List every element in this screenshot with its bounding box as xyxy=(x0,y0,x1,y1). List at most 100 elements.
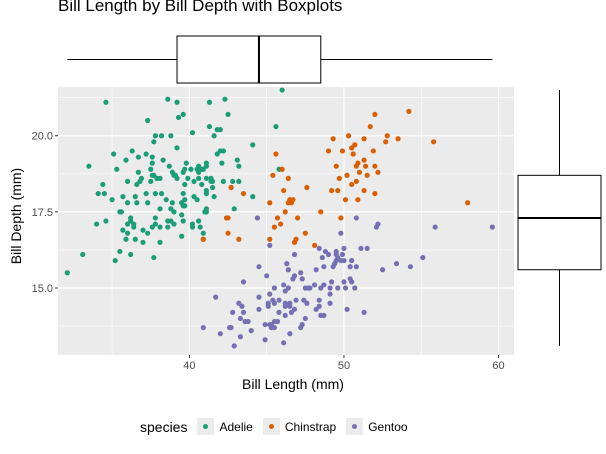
data-point xyxy=(327,300,333,306)
data-point xyxy=(302,230,308,236)
data-point xyxy=(349,257,355,264)
data-point xyxy=(271,300,278,306)
data-point xyxy=(225,230,231,236)
data-point xyxy=(239,303,245,309)
scatter-points xyxy=(64,87,495,349)
data-point xyxy=(273,151,279,157)
data-point xyxy=(307,285,313,291)
data-point xyxy=(346,133,352,139)
data-point xyxy=(219,160,225,166)
data-point xyxy=(217,127,223,133)
data-point xyxy=(135,169,141,175)
data-point xyxy=(179,233,185,239)
data-point xyxy=(384,133,390,139)
data-point xyxy=(132,194,138,200)
data-point xyxy=(353,215,359,221)
data-point xyxy=(157,239,163,245)
data-point xyxy=(299,321,305,328)
data-point xyxy=(338,215,344,221)
data-point xyxy=(333,163,339,169)
series-gentoo xyxy=(200,215,495,349)
data-point xyxy=(349,181,355,188)
data-point xyxy=(206,99,213,105)
series-chinstrap xyxy=(200,108,471,248)
data-point xyxy=(325,148,332,154)
legend-item-adelie: Adelie xyxy=(197,418,253,435)
data-point xyxy=(274,215,281,221)
data-point xyxy=(290,197,296,203)
data-point xyxy=(344,306,350,312)
data-point xyxy=(157,206,163,212)
data-point xyxy=(321,264,327,270)
data-point xyxy=(165,96,171,102)
x-axis-label: Bill Length (mm) xyxy=(242,376,344,392)
data-point xyxy=(352,285,358,291)
data-point xyxy=(267,291,273,297)
legend-dot xyxy=(268,424,274,429)
data-point xyxy=(262,337,268,343)
data-point xyxy=(329,279,335,285)
chart-title: Bill Length by Bill Depth with Boxplots xyxy=(58,0,343,15)
data-point xyxy=(240,309,247,315)
data-point xyxy=(267,242,273,248)
data-point xyxy=(372,163,378,169)
data-point xyxy=(174,99,180,105)
data-point xyxy=(118,209,124,215)
data-point xyxy=(203,160,209,166)
data-point xyxy=(209,184,216,191)
data-point xyxy=(375,221,381,227)
data-point xyxy=(228,324,234,331)
data-point xyxy=(206,123,213,130)
data-point xyxy=(370,148,376,154)
data-point xyxy=(128,251,134,258)
data-point xyxy=(287,331,293,337)
data-point xyxy=(364,245,370,252)
legend-key xyxy=(262,418,280,435)
data-point xyxy=(135,154,141,160)
data-point xyxy=(124,200,131,206)
data-point xyxy=(175,114,182,121)
data-point xyxy=(304,300,310,306)
data-point xyxy=(291,306,298,312)
data-point xyxy=(145,117,151,124)
data-point xyxy=(103,218,109,224)
data-point xyxy=(120,194,126,200)
data-point xyxy=(264,273,270,279)
data-point xyxy=(134,200,140,206)
data-point xyxy=(279,87,285,93)
data-point xyxy=(358,245,364,252)
data-point xyxy=(157,175,163,181)
data-point xyxy=(180,111,186,118)
y-axis-label: Bill Depth (mm) xyxy=(8,168,24,264)
data-point xyxy=(124,230,131,236)
data-point xyxy=(237,315,243,322)
legend-key xyxy=(197,418,215,435)
data-point xyxy=(174,145,180,151)
data-point xyxy=(256,306,262,312)
data-point xyxy=(281,340,287,346)
data-point xyxy=(129,148,135,154)
data-point xyxy=(169,200,175,206)
data-point xyxy=(352,142,358,148)
data-point xyxy=(165,224,171,230)
data-point xyxy=(318,209,324,215)
data-point xyxy=(234,157,240,163)
right-boxplot xyxy=(517,90,602,346)
data-point xyxy=(274,318,281,325)
data-point xyxy=(338,230,344,236)
data-point xyxy=(432,224,438,230)
data-point xyxy=(327,291,333,297)
data-point xyxy=(271,285,278,291)
data-point xyxy=(152,133,158,139)
x-tick-label: 60 xyxy=(492,360,504,372)
data-point xyxy=(183,160,189,166)
data-point xyxy=(330,136,336,142)
data-point xyxy=(213,294,219,300)
data-point xyxy=(431,139,437,145)
data-point xyxy=(179,212,185,218)
data-point xyxy=(111,151,117,157)
data-point xyxy=(236,178,242,185)
y-tick-label: 20.0 xyxy=(32,131,53,143)
data-point xyxy=(341,257,347,264)
data-point xyxy=(367,123,373,130)
